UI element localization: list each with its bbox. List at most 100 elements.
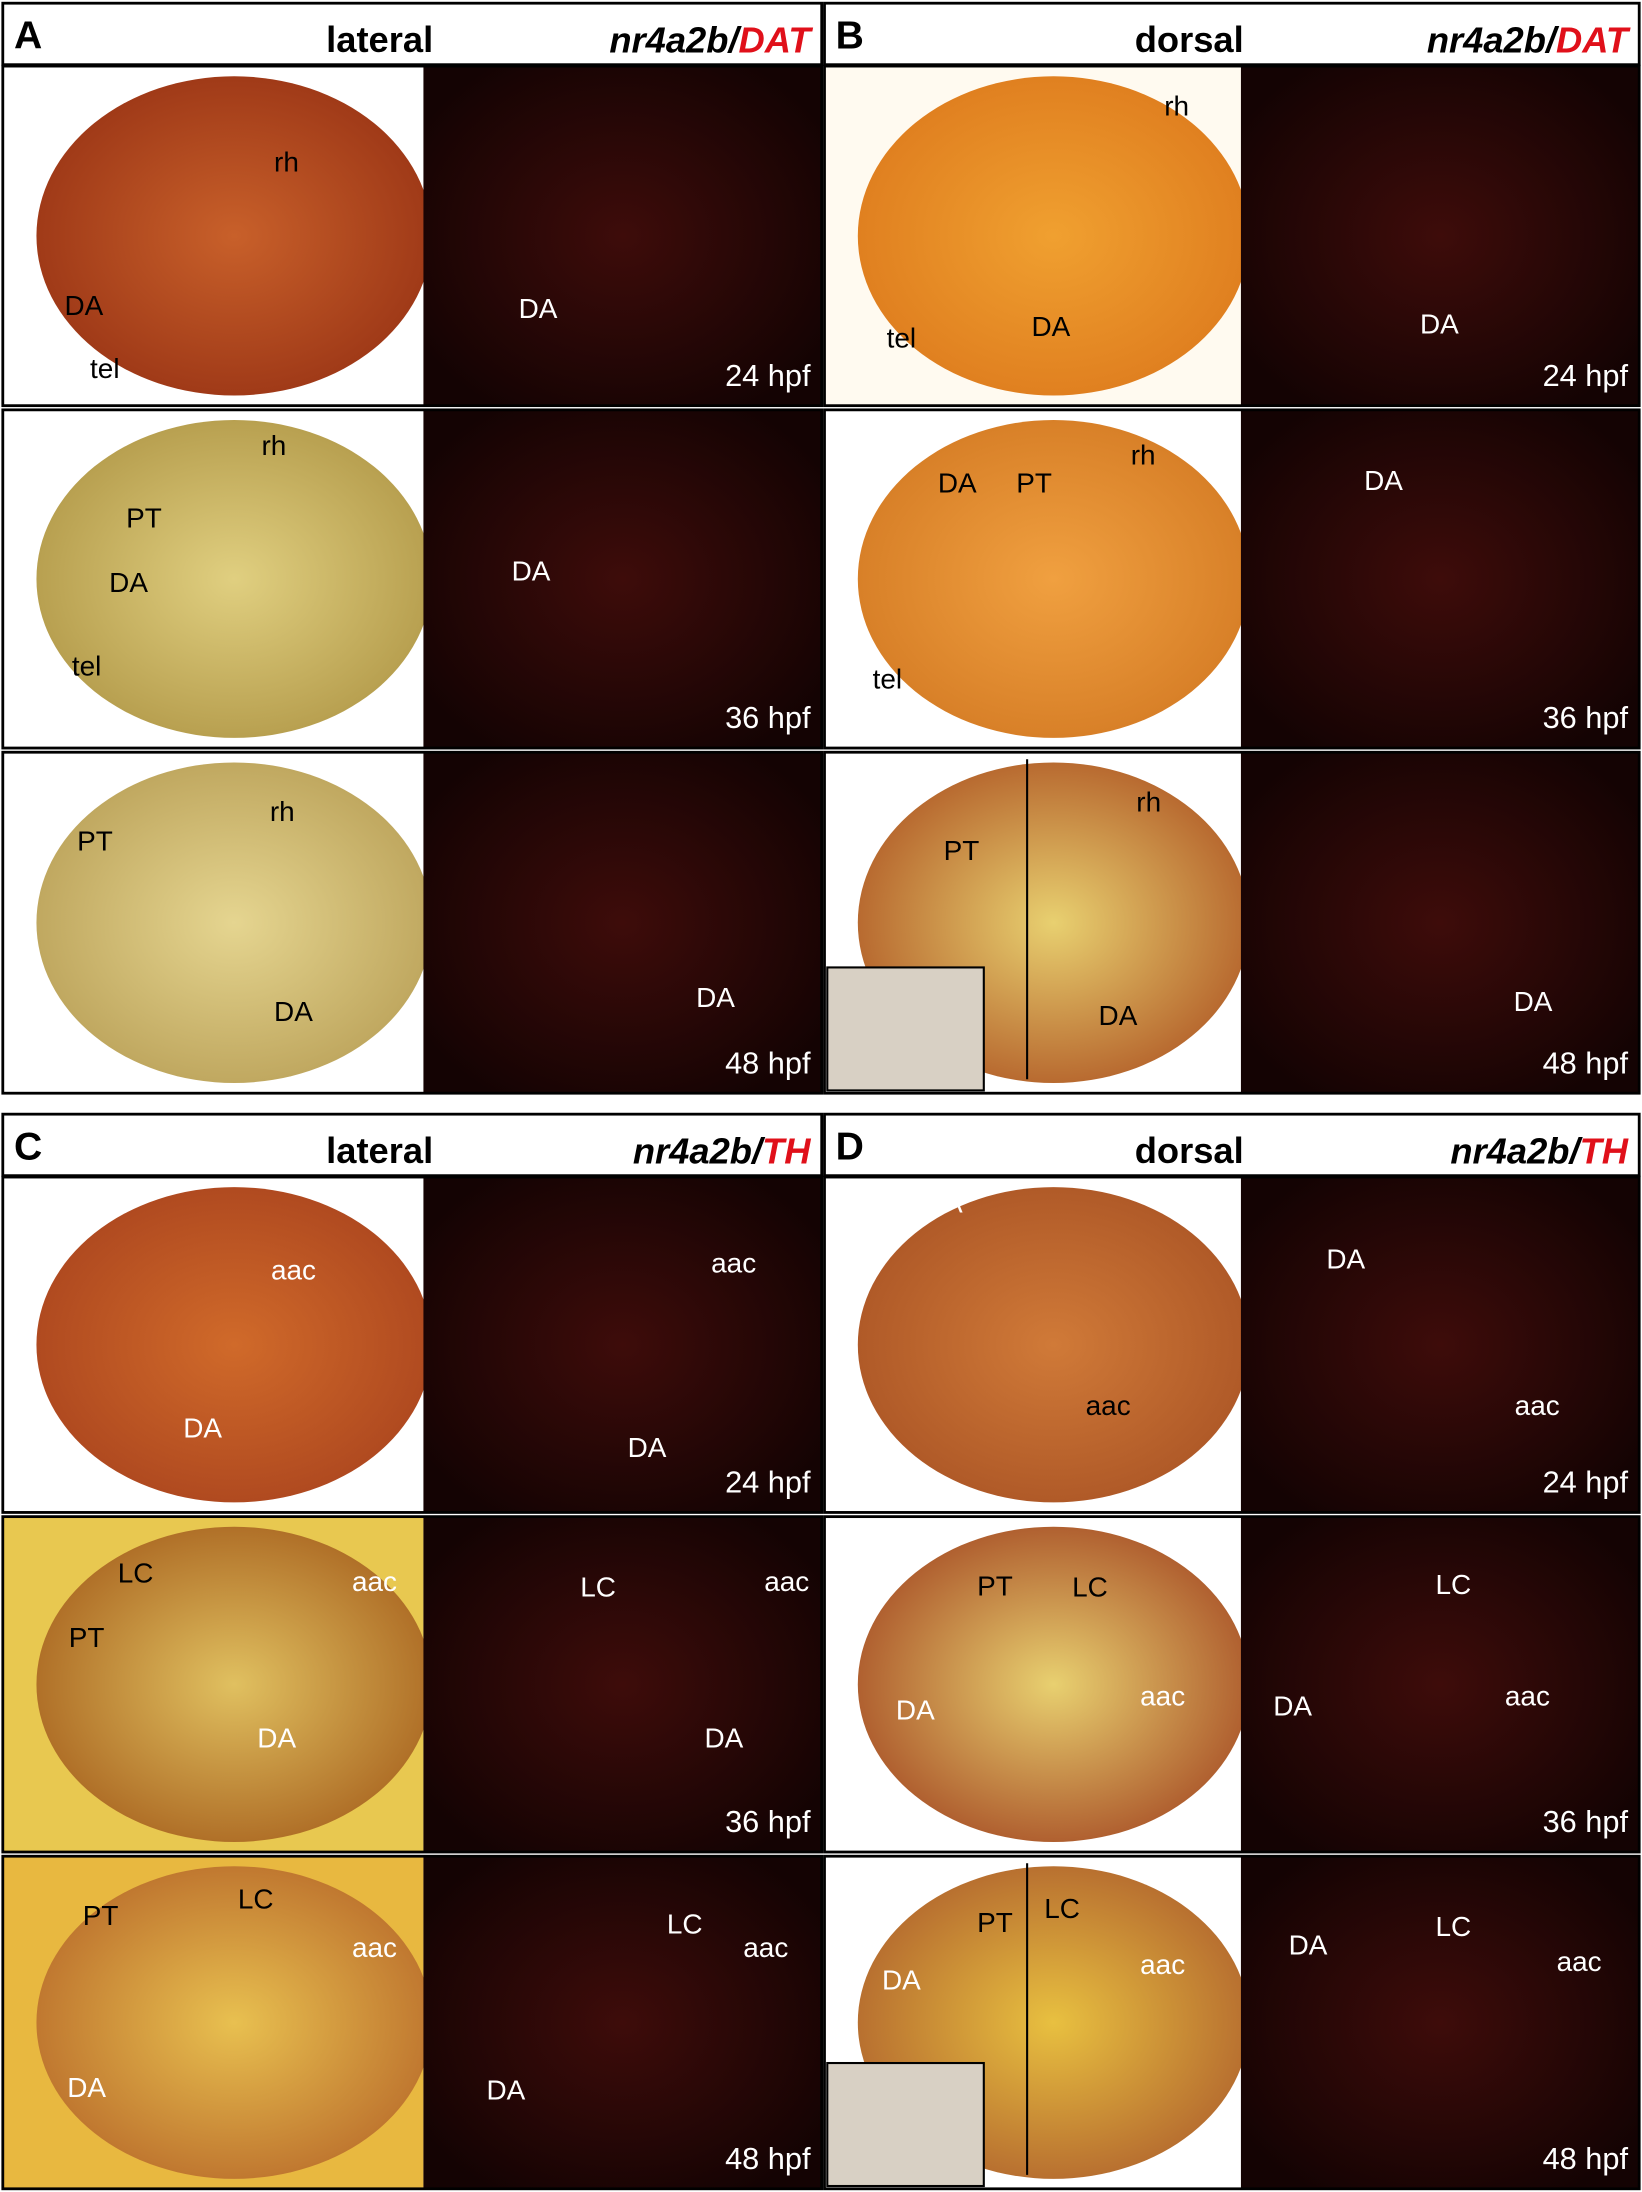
embryo xyxy=(36,1187,432,1503)
fluorescence-image xyxy=(423,66,822,406)
stage-label: 36 hpf xyxy=(1543,1804,1629,1839)
row-frame xyxy=(823,64,1641,408)
panel-letter: D xyxy=(836,1125,864,1168)
structure-label: rh xyxy=(270,796,295,827)
structure-label: PT xyxy=(944,835,980,866)
structure-label: aac xyxy=(1140,1949,1185,1980)
stage-label: 36 hpf xyxy=(725,700,811,735)
marker-name: TH xyxy=(1580,1130,1629,1171)
structure-label: PT xyxy=(977,1570,1013,1601)
embryo xyxy=(36,762,432,1083)
structure-label: aac xyxy=(1505,1681,1550,1712)
structure-label: PT xyxy=(77,825,113,856)
embryo xyxy=(36,76,432,396)
fluorescence-image xyxy=(1240,1177,1640,1513)
structure-label: tel xyxy=(72,651,102,682)
probe-label: nr4a2b/DAT xyxy=(1427,19,1631,60)
panel-header xyxy=(823,1112,1641,1178)
structure-label: DA xyxy=(519,293,558,324)
structure-label: DA xyxy=(924,1187,963,1218)
stage-label: 48 hpf xyxy=(725,1045,811,1080)
structure-label: PT xyxy=(1016,468,1052,499)
structure-label: LC xyxy=(1044,1893,1080,1924)
probe-label: nr4a2b/TH xyxy=(633,1130,811,1171)
structure-label: rh xyxy=(274,146,299,177)
structure-label: LC xyxy=(1072,1572,1108,1603)
structure-label: DA xyxy=(704,1723,743,1754)
structure-label: LC xyxy=(238,1883,274,1914)
marker-name: DAT xyxy=(739,19,814,60)
structure-label: DA xyxy=(896,1695,935,1726)
structure-label: PT xyxy=(83,1900,119,1931)
structure-label: DA xyxy=(109,567,148,598)
row-frame xyxy=(823,1175,1641,1514)
structure-label: rh xyxy=(1164,90,1189,121)
structure-label: LC xyxy=(1435,1911,1471,1942)
structure-label: DA xyxy=(1031,311,1070,342)
structure-label: LC xyxy=(1435,1569,1471,1600)
embryo xyxy=(857,1526,1250,1842)
structure-label: DA xyxy=(512,556,551,587)
row-frame xyxy=(823,750,1641,1095)
structure-label: rh xyxy=(1131,440,1156,471)
structure-label: DA xyxy=(628,1432,667,1463)
structure-label: DA xyxy=(882,1964,921,1995)
structure-label: DA xyxy=(486,2075,525,2106)
view-label: dorsal xyxy=(1135,19,1244,60)
structure-label: aac xyxy=(271,1254,316,1285)
stage-label: 24 hpf xyxy=(725,1465,811,1500)
stage-label: 36 hpf xyxy=(1543,700,1629,735)
structure-label: DA xyxy=(696,982,735,1013)
embryo xyxy=(36,1866,432,2179)
fluorescence-image xyxy=(423,409,822,749)
embryo xyxy=(36,419,432,738)
panel-header xyxy=(1,1,824,67)
probe-label: nr4a2b/DAT xyxy=(609,19,813,60)
panel-letter: A xyxy=(14,14,42,57)
structure-label: tel xyxy=(90,353,120,384)
structure-label: DA xyxy=(1420,308,1459,339)
gene-name: nr4a2b/ xyxy=(1427,19,1560,60)
structure-label: DA xyxy=(938,468,977,499)
structure-label: DA xyxy=(1289,1929,1328,1960)
fluorescence-image xyxy=(423,752,822,1094)
structure-label: aac xyxy=(1086,1390,1131,1421)
structure-label: LC xyxy=(667,1908,703,1939)
marker-name: DAT xyxy=(1556,19,1631,60)
structure-label: PT xyxy=(69,1622,105,1653)
stage-label: 24 hpf xyxy=(725,358,811,393)
view-label: dorsal xyxy=(1135,1130,1244,1171)
structure-label: DA xyxy=(64,290,103,321)
panel-letter: C xyxy=(14,1125,42,1168)
structure-label: DA xyxy=(1273,1690,1312,1721)
row-frame xyxy=(1,1175,824,1514)
fluorescence-image xyxy=(423,1177,822,1513)
view-label: lateral xyxy=(326,19,433,60)
gene-name: nr4a2b/ xyxy=(609,19,742,60)
structure-label: DA xyxy=(183,1412,222,1443)
structure-label: aac xyxy=(352,1932,397,1963)
structure-label: DA xyxy=(1364,465,1403,496)
structure-label: PT xyxy=(126,503,162,534)
structure-label: aac xyxy=(1557,1946,1602,1977)
inset xyxy=(826,2061,985,2188)
structure-label: aac xyxy=(1515,1390,1560,1421)
probe-label: nr4a2b/TH xyxy=(1450,1130,1628,1171)
fluorescence-image xyxy=(1240,1856,1640,2189)
structure-label: LC xyxy=(580,1572,616,1603)
fluorescence-image xyxy=(423,1856,822,2189)
fluorescence-image xyxy=(1240,66,1640,406)
stage-label: 48 hpf xyxy=(725,2141,811,2176)
structure-label: tel xyxy=(887,322,917,353)
panel-header xyxy=(1,1112,824,1178)
row-frame xyxy=(1,750,824,1095)
stage-label: 48 hpf xyxy=(1543,2141,1629,2176)
row-frame xyxy=(1,408,824,750)
embryo xyxy=(857,76,1250,396)
stage-label: 36 hpf xyxy=(725,1804,811,1839)
inset xyxy=(826,966,985,1092)
